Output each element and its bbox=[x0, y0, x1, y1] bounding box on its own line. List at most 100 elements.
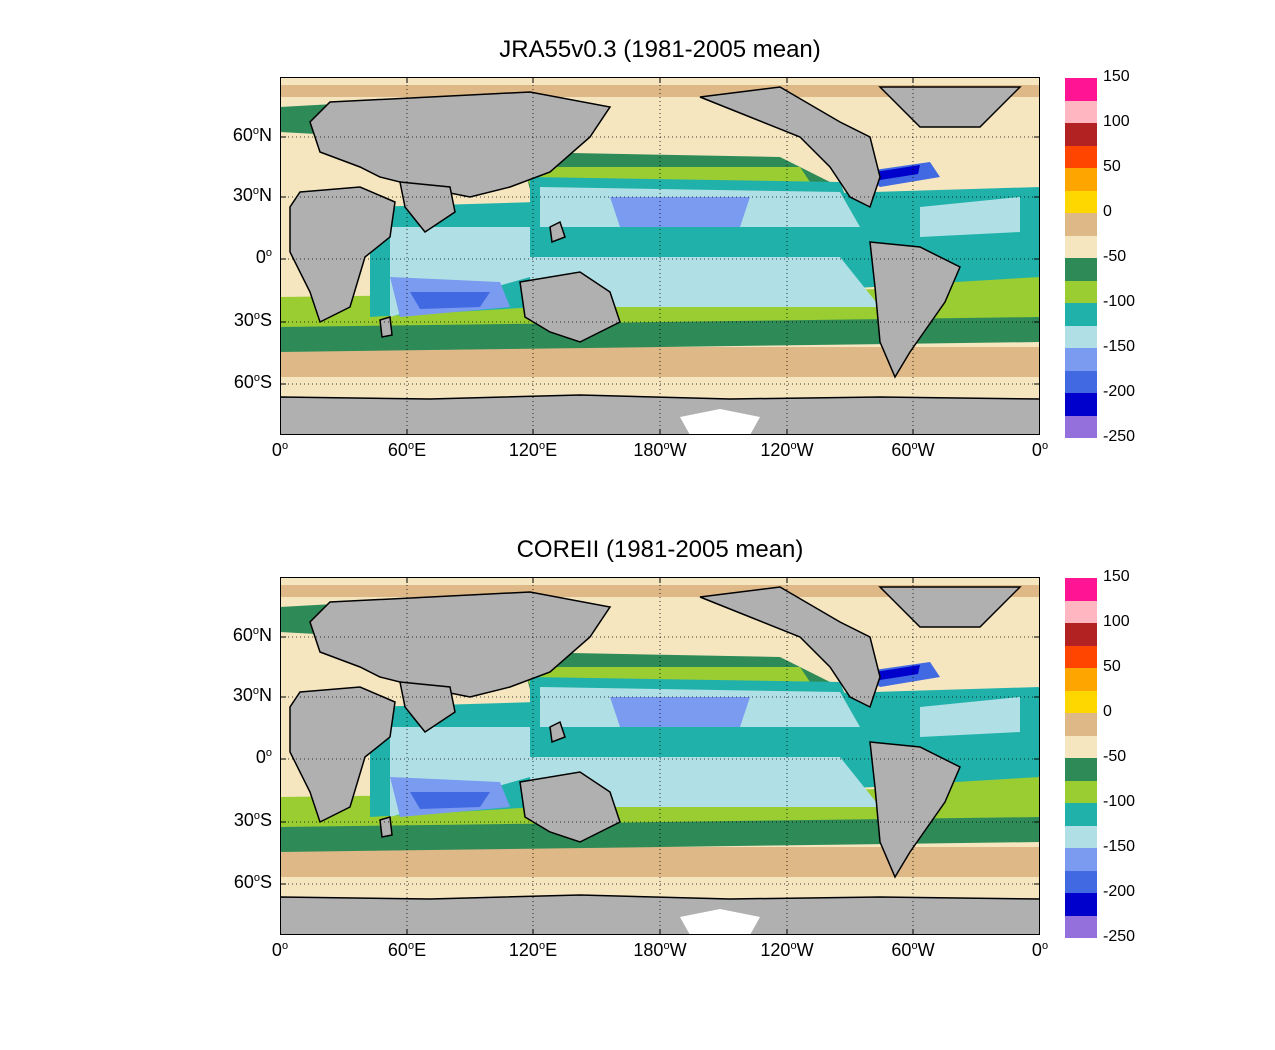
flux-contour-region bbox=[410, 792, 490, 809]
flux-contour-region bbox=[530, 257, 880, 307]
map-frame bbox=[280, 577, 1040, 935]
colorbar-swatch bbox=[1065, 235, 1097, 258]
x-tick-label: 0o bbox=[271, 440, 289, 460]
map-panel-top: JRA55v0.3 (1981-2005 mean) 60oN 30oN 0o 30o… bbox=[0, 0, 1275, 500]
panel-title: JRA55v0.3 (1981-2005 mean) bbox=[499, 36, 821, 63]
colorbar-swatch bbox=[1065, 600, 1097, 623]
colorbar-label: -250 bbox=[1103, 928, 1136, 945]
y-tick-label: 0o bbox=[255, 247, 272, 267]
colorbar-label: -50 bbox=[1103, 248, 1127, 265]
colorbar-swatch bbox=[1065, 870, 1097, 893]
colorbar-swatch bbox=[1065, 758, 1097, 781]
landmass bbox=[549, 720, 566, 744]
colorbar-label: 50 bbox=[1103, 658, 1121, 675]
flux-contour-region bbox=[920, 697, 1020, 737]
colorbar-swatch bbox=[1065, 370, 1097, 393]
colorbar-label: 100 bbox=[1103, 113, 1130, 130]
y-tick-label: 60oS bbox=[233, 372, 272, 392]
colorbar-swatch bbox=[1065, 713, 1097, 736]
landmass bbox=[309, 591, 612, 698]
colorbar-swatch bbox=[1065, 780, 1097, 803]
x-tick-label: 120oE bbox=[508, 440, 558, 460]
flux-contour-region bbox=[530, 757, 880, 807]
colorbar-swatch bbox=[1065, 645, 1097, 668]
y-tick-label: 30oN bbox=[232, 185, 272, 205]
y-tick-label: 60oN bbox=[232, 625, 272, 645]
map-frame bbox=[280, 77, 1040, 435]
landmass bbox=[869, 741, 961, 879]
colorbar-swatch bbox=[1065, 280, 1097, 303]
landmass bbox=[699, 86, 881, 209]
y-tick-label: 60oN bbox=[232, 125, 272, 145]
colorbar-label: -250 bbox=[1103, 428, 1136, 445]
landmass bbox=[399, 181, 456, 234]
x-tick-label: 0o bbox=[1031, 940, 1049, 960]
colorbar-swatch bbox=[1065, 668, 1097, 691]
colorbar-swatch bbox=[1065, 145, 1097, 168]
antarctica bbox=[280, 894, 1040, 935]
colorbar-swatch bbox=[1065, 415, 1097, 438]
colorbar-swatch bbox=[1065, 803, 1097, 826]
landmass bbox=[289, 686, 396, 824]
colorbar-swatch bbox=[1065, 690, 1097, 713]
x-tick-label: 0o bbox=[271, 940, 289, 960]
flux-contour-region bbox=[410, 292, 490, 309]
landmass bbox=[869, 241, 961, 379]
colorbar bbox=[1065, 578, 1097, 938]
landmass bbox=[519, 771, 621, 843]
flux-contour-region bbox=[610, 697, 750, 727]
colorbar-swatch bbox=[1065, 168, 1097, 191]
colorbar-swatch bbox=[1065, 825, 1097, 848]
colorbar bbox=[1065, 78, 1097, 438]
colorbar-swatch bbox=[1065, 303, 1097, 326]
colorbar-swatch bbox=[1065, 578, 1097, 601]
colorbar-swatch bbox=[1065, 325, 1097, 348]
landmass bbox=[379, 816, 393, 838]
colorbar-swatch bbox=[1065, 393, 1097, 416]
colorbar-swatch bbox=[1065, 915, 1097, 938]
landmass bbox=[699, 586, 881, 709]
x-tick-label: 60oW bbox=[891, 940, 935, 960]
map-panel-bottom: COREII (1981-2005 mean) 60oN 30oN 0o 30oS 60… bbox=[0, 500, 1275, 1000]
x-tick-label: 120oW bbox=[760, 940, 814, 960]
colorbar-swatch bbox=[1065, 100, 1097, 123]
colorbar-label: -100 bbox=[1103, 793, 1136, 810]
panel-title: COREII (1981-2005 mean) bbox=[516, 536, 804, 563]
map-plot bbox=[280, 77, 1040, 435]
heat-flux-map bbox=[280, 77, 1040, 435]
landmass bbox=[878, 586, 1022, 628]
colorbar-label: -200 bbox=[1103, 883, 1136, 900]
colorbar-label: 150 bbox=[1103, 568, 1130, 585]
landmass bbox=[309, 91, 612, 198]
x-tick-label: 0o bbox=[1031, 440, 1049, 460]
colorbar-swatch bbox=[1065, 848, 1097, 871]
colorbar-swatch bbox=[1065, 735, 1097, 758]
colorbar-swatch bbox=[1065, 258, 1097, 281]
colorbar-label: 100 bbox=[1103, 613, 1130, 630]
colorbar-label: 150 bbox=[1103, 68, 1130, 85]
colorbar-label: 50 bbox=[1103, 158, 1121, 175]
flux-contour-region bbox=[280, 85, 1040, 97]
landmass bbox=[549, 220, 566, 244]
colorbar-label: -200 bbox=[1103, 383, 1136, 400]
colorbar-swatch bbox=[1065, 213, 1097, 236]
y-tick-label: 30oS bbox=[233, 310, 272, 330]
colorbar-swatch bbox=[1065, 123, 1097, 146]
colorbar-label: -50 bbox=[1103, 748, 1127, 765]
x-tick-label: 120oW bbox=[760, 440, 814, 460]
colorbar-swatch bbox=[1065, 348, 1097, 371]
y-tick-label: 30oN bbox=[232, 685, 272, 705]
heat-flux-map bbox=[280, 577, 1040, 935]
x-tick-label: 60oE bbox=[387, 440, 427, 460]
x-tick-label: 180oW bbox=[633, 440, 687, 460]
colorbar-label: 0 bbox=[1103, 203, 1112, 220]
flux-contour-region bbox=[875, 665, 920, 680]
flux-contour-region bbox=[610, 197, 750, 227]
landmass bbox=[379, 316, 393, 338]
y-tick-label: 30oS bbox=[233, 810, 272, 830]
sea-ice-region bbox=[680, 909, 760, 935]
y-tick-label: 60oS bbox=[233, 872, 272, 892]
colorbar-label: 0 bbox=[1103, 703, 1112, 720]
colorbar-label: -150 bbox=[1103, 338, 1136, 355]
x-tick-label: 60oE bbox=[387, 940, 427, 960]
